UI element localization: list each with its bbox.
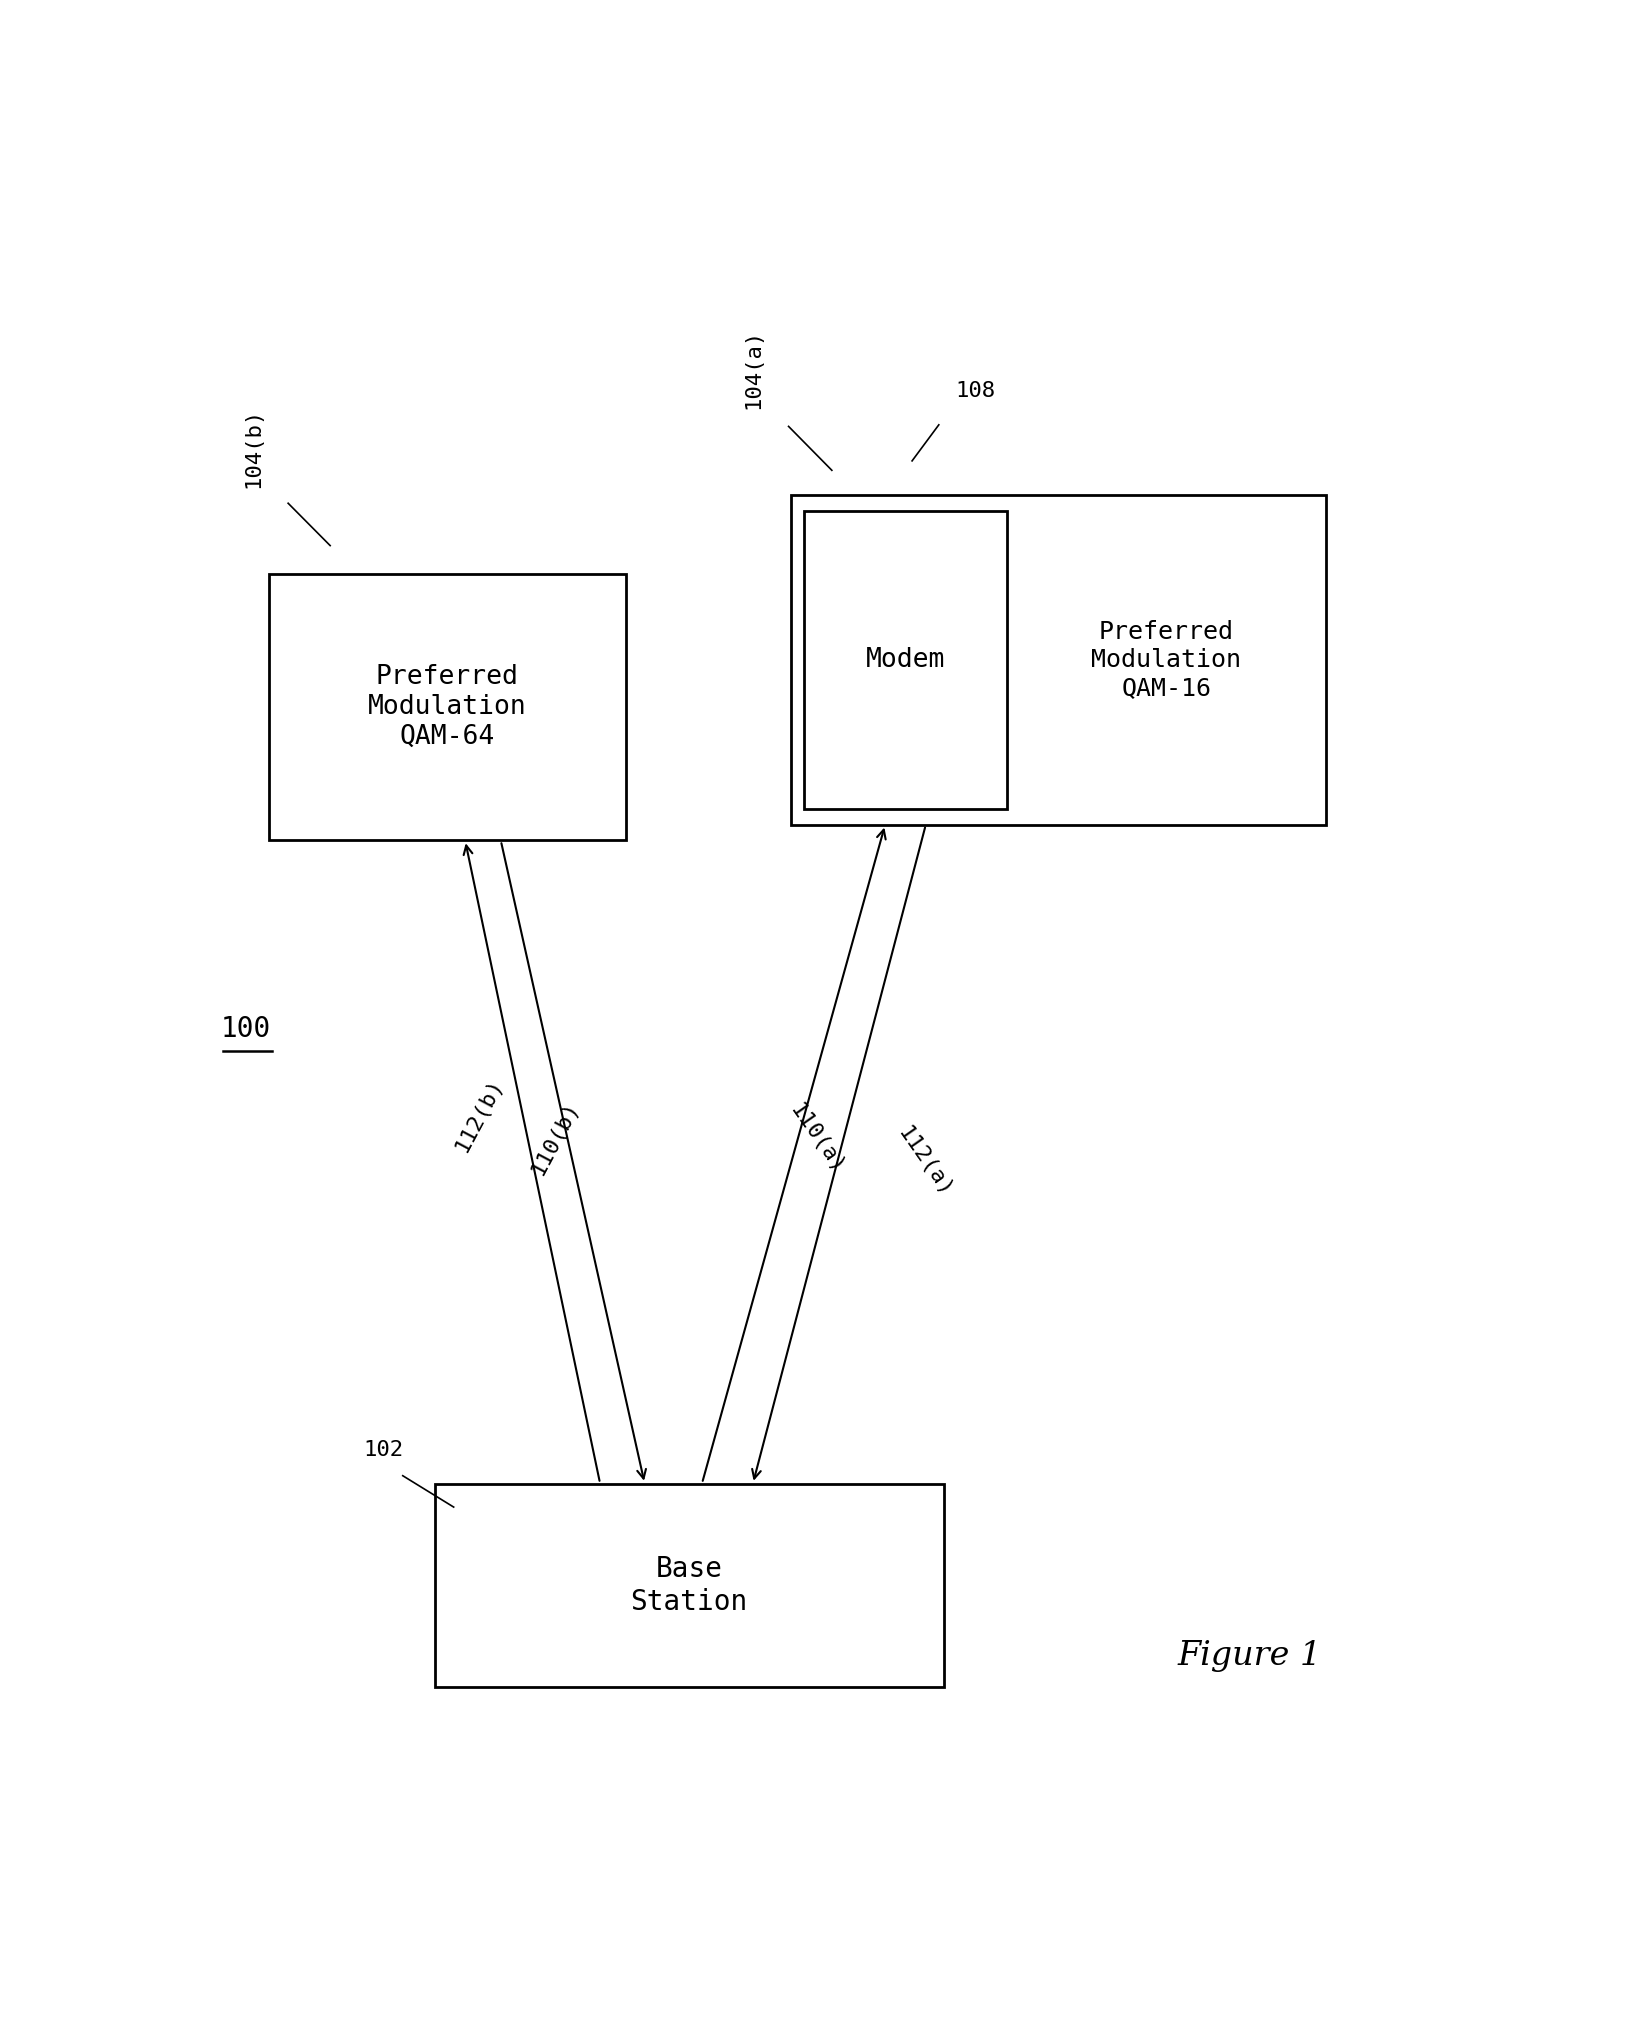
Text: Figure 1: Figure 1 [1178,1640,1321,1672]
Text: 100: 100 [222,1014,271,1043]
Text: Base
Station: Base Station [631,1556,748,1615]
Text: 108: 108 [956,381,996,401]
Text: 104(a): 104(a) [743,328,762,409]
Text: 104(b): 104(b) [243,407,265,487]
Text: 112(a): 112(a) [894,1122,956,1200]
Bar [269,574,626,841]
Text: Modem: Modem [866,648,945,672]
Text: 110(a): 110(a) [785,1100,848,1177]
Text: 112(b): 112(b) [452,1076,506,1155]
Text: Preferred
Modulation
QAM-64: Preferred Modulation QAM-64 [368,664,527,750]
Text: Preferred
Modulation
QAM-16: Preferred Modulation QAM-16 [1091,621,1242,701]
Bar [803,511,1007,809]
Bar [792,495,1326,825]
Text: 110(b): 110(b) [527,1098,583,1179]
Bar [434,1483,945,1687]
Text: 102: 102 [363,1440,404,1461]
